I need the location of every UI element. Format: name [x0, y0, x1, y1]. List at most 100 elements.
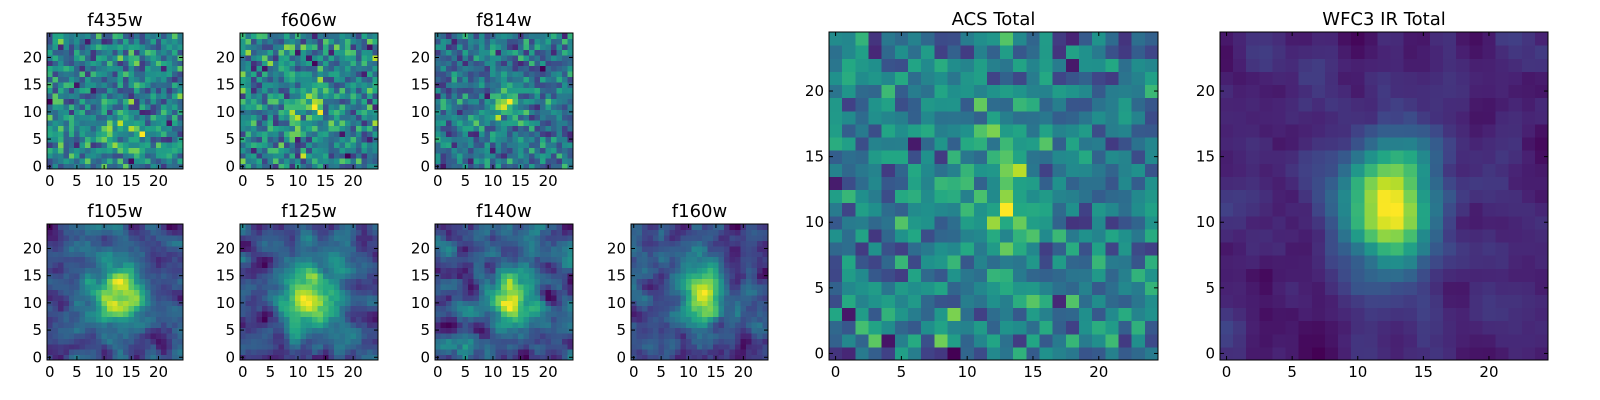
heatmap-cell	[262, 163, 269, 170]
heatmap-cell	[284, 76, 291, 83]
heatmap-cell	[740, 289, 747, 296]
heatmap-cell	[278, 60, 285, 67]
heatmap-cell	[1079, 189, 1093, 204]
heatmap-cell	[669, 354, 676, 361]
heatmap-cell	[63, 141, 70, 148]
heatmap-cell	[751, 234, 758, 241]
heatmap-cell	[166, 141, 173, 148]
heatmap-cell	[322, 43, 329, 50]
heatmap-cell	[161, 141, 168, 148]
heatmap-cell	[311, 283, 318, 290]
heatmap-cell	[1026, 307, 1041, 322]
heatmap-cell	[90, 251, 97, 258]
heatmap-cell	[1131, 215, 1146, 230]
heatmap-cell	[484, 98, 491, 105]
heatmap-cell	[528, 289, 535, 296]
x-tick-label: 0	[238, 172, 248, 190]
heatmap-cell	[134, 109, 141, 116]
heatmap-cell	[473, 141, 480, 148]
heatmap-cell	[539, 354, 546, 361]
heatmap-cell	[647, 321, 654, 328]
heatmap-cell	[311, 33, 318, 40]
heatmap-cell	[512, 251, 519, 258]
heatmap-cell	[696, 321, 703, 328]
heatmap-cell	[1000, 163, 1014, 177]
heatmap-cell	[501, 267, 508, 274]
axes-frame	[630, 223, 769, 361]
heatmap-cell	[746, 240, 753, 247]
heatmap-cell	[658, 251, 665, 258]
heatmap-cell	[468, 141, 475, 148]
heatmap-cell	[440, 152, 447, 159]
heatmap-cell	[517, 229, 524, 236]
heatmap-cell	[451, 98, 458, 105]
heatmap-cell	[106, 234, 113, 241]
heatmap-cell	[366, 158, 374, 165]
heatmap-cell	[457, 81, 464, 88]
heatmap-cell	[1052, 281, 1067, 295]
heatmap-cell	[1052, 307, 1067, 322]
heatmap-cell	[440, 76, 447, 83]
heatmap-cell	[177, 234, 184, 241]
heatmap-cell	[495, 321, 502, 328]
heatmap-cell	[85, 136, 92, 143]
heatmap-cell	[47, 120, 54, 127]
heatmap-cell	[550, 311, 558, 318]
heatmap-cell	[528, 245, 535, 252]
heatmap-cell	[556, 136, 563, 143]
heatmap-cell	[907, 333, 922, 348]
heatmap-cell	[451, 65, 458, 72]
heatmap-cell	[894, 294, 909, 309]
heatmap-cell	[534, 152, 541, 159]
heatmap-cell	[289, 98, 296, 105]
heatmap-cell	[545, 76, 552, 83]
heatmap-cell	[139, 98, 146, 105]
heatmap-cell	[691, 300, 698, 307]
heatmap-cell	[278, 152, 285, 159]
heatmap-cell	[289, 81, 296, 88]
heatmap-cell	[545, 109, 552, 116]
heatmap-cell	[117, 278, 124, 285]
y-tick-label: 15	[23, 76, 42, 94]
heatmap-cell	[740, 234, 747, 241]
heatmap-cell	[740, 305, 747, 312]
heatmap-cell	[479, 71, 486, 78]
heatmap-cell	[262, 130, 269, 137]
heatmap-cell	[528, 300, 535, 307]
heatmap-cell	[550, 349, 558, 356]
heatmap-cell	[74, 251, 81, 258]
heatmap-cell	[144, 354, 151, 361]
heatmap-cell	[306, 272, 313, 279]
heatmap-cell	[479, 76, 486, 83]
heatmap-cell	[123, 136, 130, 143]
heatmap-cell	[344, 224, 351, 231]
heatmap-cell	[550, 245, 558, 252]
heatmap-cell	[490, 120, 497, 127]
heatmap-cell	[556, 289, 563, 296]
heatmap-cell	[267, 103, 274, 110]
heatmap-cell	[1026, 281, 1041, 295]
heatmap-cell	[278, 87, 285, 94]
heatmap-cell	[757, 354, 764, 361]
heatmap-cell	[240, 71, 247, 78]
heatmap-cell	[295, 81, 302, 88]
heatmap-cell	[517, 130, 524, 137]
heatmap-cell	[829, 202, 843, 217]
heatmap-cell	[79, 87, 86, 94]
heatmap-cell	[52, 321, 59, 328]
heatmap-cell	[112, 278, 119, 285]
heatmap-cell	[311, 163, 318, 170]
heatmap-cell	[468, 98, 475, 105]
heatmap-cell	[333, 354, 340, 361]
heatmap-cell	[702, 289, 709, 296]
heatmap-cell	[106, 92, 113, 99]
heatmap-cell	[947, 281, 962, 295]
heatmap-cell	[1052, 268, 1067, 282]
heatmap-cell	[473, 163, 480, 170]
x-tick-label: 0	[45, 363, 55, 381]
heatmap-cell	[150, 163, 157, 170]
heatmap-cell	[57, 49, 64, 56]
heatmap-cell	[550, 240, 558, 247]
heatmap-cell	[545, 103, 552, 110]
heatmap-cell	[95, 289, 102, 296]
